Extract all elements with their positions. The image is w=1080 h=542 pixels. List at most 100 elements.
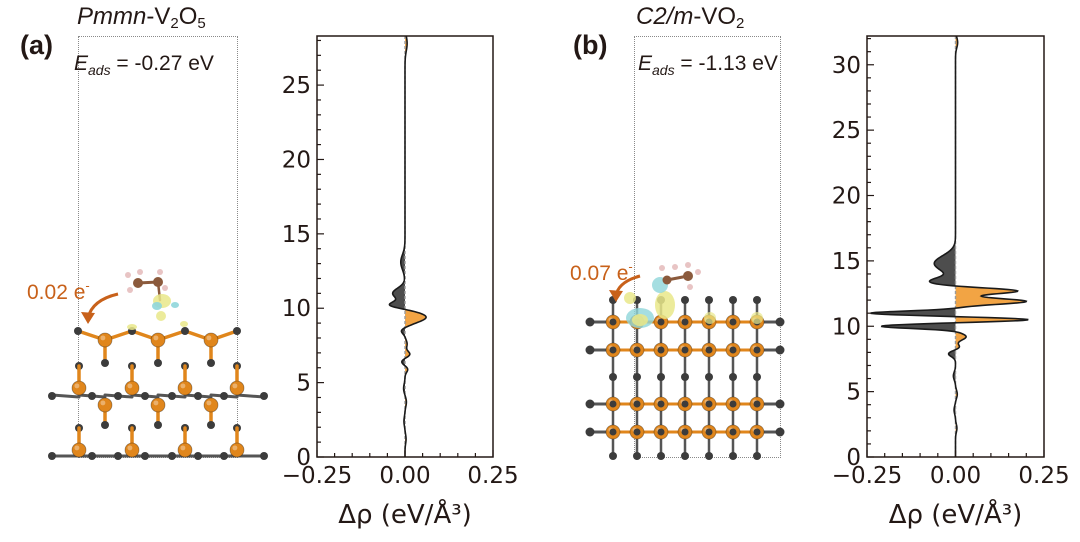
oxygen-atom [220,452,228,460]
oxygen-atom [775,317,785,327]
oxygen-atom [657,428,665,436]
oxygen-atom [207,359,215,367]
oxygen-atom [753,428,761,436]
oxygen-atom [609,428,617,436]
material-title-a: Pmmn-V2O5 [77,3,206,32]
positive-area [405,36,427,457]
x-tick-label: 0.00 [379,463,430,489]
formula-part: -V [146,3,171,30]
y-tick-label: 15 [832,249,861,275]
oxygen-atom [729,428,737,436]
oxygen-atom [585,345,595,355]
y-tick-label: 5 [846,380,861,406]
charge-sign: - [85,278,90,293]
hydrogen-atom [137,269,143,275]
charge-transfer-a: 0.02 e- [27,278,90,305]
charge-isosurface [180,321,188,327]
chart-a: 0 5 10 15 20 25 −0.25 0.00 0.25 Δρ (eV/Å³) [282,35,519,530]
oxygen-atom [141,452,149,460]
panel-label-b: (b) [573,30,608,60]
oxygen-atom [729,452,737,460]
hydrogen-atom [659,265,665,271]
oxygen-atom [220,392,228,400]
oxygen-atom [657,318,665,326]
oxygen-atom [585,317,595,327]
material-title-b: C2/m-VO2 [636,3,744,32]
charge-isosurface [624,292,636,304]
oxygen-atom [633,400,641,408]
vanadium-atom [124,380,140,396]
eads-sub: ads [652,62,675,78]
oxygen-atom [194,452,202,460]
vanadium-atom [177,380,193,396]
atom-highlight [180,445,186,451]
oxygen-atom [233,327,241,335]
x-axis-label: Δρ (eV/Å³) [338,498,472,530]
vanadium-atom [150,397,166,413]
formula-sub: 2 [736,15,745,32]
density-curve [388,36,427,457]
negative-area [871,36,956,457]
charge-value: 0.07 e [570,262,629,285]
eads-value: = -0.27 eV [110,52,214,75]
charge-isosurface [704,312,716,324]
oxygen-atom [657,452,665,460]
carbon-atom [662,275,672,285]
x-tick-label: −0.25 [282,463,352,489]
formula-part: -VO [693,3,737,30]
oxygen-atom [681,318,689,326]
oxygen-atom [633,452,641,460]
oxygen-atom [681,452,689,460]
vanadium-atom [229,442,245,458]
atom-highlight [232,445,238,451]
atom-highlight [100,335,106,341]
oxygen-atom [681,296,689,304]
charge-isosurface [751,312,763,324]
oxygen-atom [729,373,737,381]
atom-highlight [153,335,159,341]
hydrogen-atom [127,287,133,293]
oxygen-atom [181,327,189,335]
atom-highlight [206,400,212,406]
atom-highlight [127,445,133,451]
y-tick-label: 15 [282,222,311,248]
oxygen-atom [141,392,149,400]
oxygen-atom [609,452,617,460]
vanadium-atom [150,332,166,348]
oxygen-atom [260,392,268,400]
y-tick-label: 0 [846,445,861,471]
charge-isosurface [655,291,675,319]
oxygen-atom [681,400,689,408]
atomic-structure-a [48,269,268,460]
oxygen-atom [681,346,689,354]
oxygen-atom [101,359,109,367]
oxygen-atom [154,359,162,367]
vanadium-atom [97,332,113,348]
y-tick-label: 5 [296,371,311,397]
charge-value: 0.02 e [27,281,86,304]
y-tick-label: 30 [832,53,861,79]
oxygen-atom [609,346,617,354]
structure-a [48,269,268,460]
hydrogen-atom [685,262,691,268]
oxygen-atom [775,427,785,437]
atom-highlight [74,383,80,389]
adsorption-energy-a: Eads = -0.27 eV [74,52,214,78]
atomic-structure-b [585,262,785,460]
oxygen-atom [753,373,761,381]
space-group: Pmmn [77,3,147,30]
hydrogen-atom [672,264,678,270]
oxygen-atom [657,400,665,408]
y-tick-label: 20 [282,147,311,173]
oxygen-atom [705,346,713,354]
atom-highlight [100,400,106,406]
oxygen-atom [194,392,202,400]
y-tick-label: 0 [296,445,311,471]
oxygen-atom [657,346,665,354]
oxygen-atom [775,399,785,409]
oxygen-atom [705,428,713,436]
carbon-atom [153,277,163,287]
oxygen-atom [48,392,56,400]
y-tick-label: 10 [282,296,311,322]
